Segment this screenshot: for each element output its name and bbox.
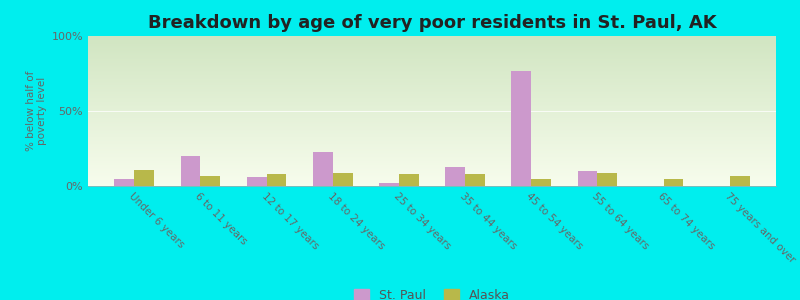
Y-axis label: % below half of
poverty level: % below half of poverty level — [26, 71, 47, 151]
Bar — [399, 174, 418, 186]
Bar — [511, 70, 531, 186]
Bar — [181, 156, 201, 186]
Title: Breakdown by age of very poor residents in St. Paul, AK: Breakdown by age of very poor residents … — [148, 14, 716, 32]
Bar — [313, 152, 333, 186]
Bar — [333, 172, 353, 186]
Legend: St. Paul, Alaska: St. Paul, Alaska — [349, 284, 515, 300]
Bar — [246, 177, 266, 186]
Bar — [730, 176, 750, 186]
Bar — [379, 183, 399, 186]
Bar — [663, 178, 683, 186]
Bar — [114, 178, 134, 186]
Bar — [266, 174, 286, 186]
Bar — [578, 171, 598, 186]
Bar — [134, 169, 154, 186]
Bar — [531, 178, 551, 186]
Bar — [598, 172, 618, 186]
Bar — [201, 176, 220, 186]
Bar — [465, 174, 485, 186]
Bar — [446, 167, 465, 186]
